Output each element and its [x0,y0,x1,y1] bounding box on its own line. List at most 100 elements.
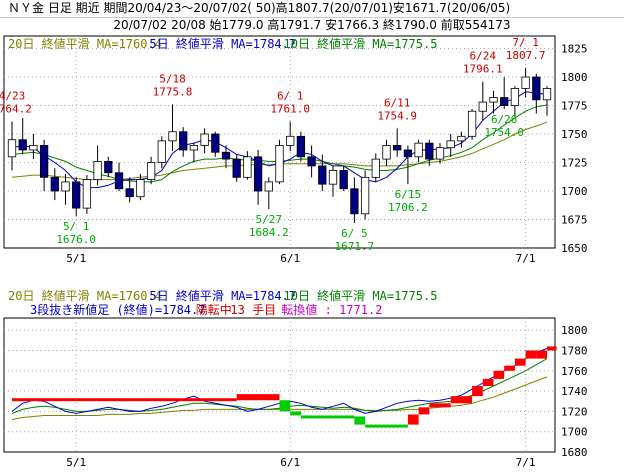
tlb-info-1: 3段抜き新値足 (終値)=1784.7 [30,302,205,317]
annotation-date-10: 6/26 [491,113,518,126]
annotation-date-7: 6/11 [384,96,411,109]
candle-body-43 [457,135,466,142]
candle-body-1 [7,139,17,158]
candle-body-49 [521,76,530,89]
candle-body-45 [478,101,487,112]
legend-bottom-3: 10日 終値平滑 MA=1775.5 [284,288,438,303]
candle-body-29 [307,156,316,167]
price-plot-frame [3,35,556,249]
tlb-brick-4 [290,411,301,416]
candle-body-3 [29,145,38,151]
candle-body-41 [435,147,445,160]
annotation-date-1: 4/23 [0,89,25,102]
price-x-tick-2: 6/1 [280,252,300,265]
price-x-tick-3: 7/1 [516,252,536,265]
annotation-value-1: 1764.2 [0,102,32,115]
candle-body-7 [72,181,81,209]
tlb-y-tick-1740: 1740 [561,385,588,398]
candle-body-12 [125,188,134,198]
tlb-brick-10 [429,403,451,408]
candle-body-38 [403,149,413,158]
tlb-y-tick-1760: 1760 [561,365,588,378]
candle-body-44 [467,110,477,137]
candle-body-33 [350,188,359,215]
annotation-value-11: 1807.7 [506,49,546,62]
annotation-date-4: 5/27 [256,213,283,226]
candle-body-14 [146,162,156,181]
tlb-info-2: 陽転中 [196,302,232,317]
tlb-y-tick-1780: 1780 [561,344,588,357]
candle-body-18 [189,145,199,151]
candle-body-46 [489,97,498,103]
candle-body-26 [275,145,284,183]
tlb-info-4: 転換値 : 1771.2 [281,302,382,317]
annotation-value-3: 1775.8 [153,85,193,98]
tlb-brick-19 [547,346,557,351]
tlb-y-tick-1680: 1680 [561,446,588,459]
candle-body-42 [446,140,455,149]
candle-body-51 [542,88,552,101]
tlb-brick-6 [354,416,366,425]
candle-body-30 [318,165,327,185]
candle-body-10 [104,160,113,174]
price-y-tick-1750: 1750 [561,128,588,141]
price-y-tick-1800: 1800 [561,71,588,84]
tlb-brick-2 [236,394,280,401]
annotation-date-3: 5/18 [159,72,186,85]
candle-body-11 [114,172,124,190]
candle-body-37 [393,145,402,151]
candle-body-25 [264,181,273,192]
candle-body-8 [82,179,92,209]
price-y-tick-1725: 1725 [561,157,588,170]
candle-body-50 [532,76,541,101]
tlb-brick-12 [472,386,483,397]
tlb-brick-16 [514,358,526,366]
candle-body-15 [157,140,166,163]
price-y-tick-1700: 1700 [561,185,588,198]
tlb-brick-14 [493,370,505,379]
annotation-value-2: 1676.0 [56,233,96,246]
annotation-value-8: 1706.2 [388,201,428,214]
candle-body-17 [179,131,188,151]
tlb-x-tick-1: 5/1 [66,456,86,469]
candle-body-4 [39,145,49,178]
candle-body-9 [93,160,102,181]
legend-bottom-1: 20日 終値平滑 MA=1760.4 [8,288,162,303]
tlb-brick-7 [365,424,408,428]
tlb-info-3: 13 手目 [230,303,276,317]
tlb-y-tick-1700: 1700 [561,426,588,439]
tlb-brick-13 [482,378,494,387]
candle-body-48 [510,88,520,106]
annotation-value-6: 1671.7 [335,240,375,253]
candle-body-2 [18,139,27,151]
candle-body-39 [414,142,423,158]
tlb-plot-frame [3,317,556,453]
candle-body-36 [382,145,391,160]
annotation-date-6: 6/ 5 [341,227,368,240]
annotation-value-9: 1796.1 [463,63,503,76]
tlb-y-tick-1800: 1800 [561,324,588,337]
candle-body-20 [211,133,220,153]
tlb-brick-17 [525,350,537,359]
annotation-value-4: 1684.2 [249,226,289,239]
ohlc-summary: 20/07/02 20/08 始1779.0 高1791.7 安1766.3 終… [113,18,511,32]
candle-body-5 [50,176,59,192]
annotation-date-5: 6/ 1 [277,89,304,102]
price-x-tick-1: 5/1 [66,252,86,265]
tlb-brick-15 [504,365,515,371]
candle-body-19 [200,133,209,146]
tlb-brick-5 [300,415,355,419]
candle-body-31 [328,170,338,185]
legend-top-3: 10日 終値平滑 MA=1775.5 [284,36,438,51]
tlb-brick-3 [279,400,291,412]
price-y-tick-1675: 1675 [561,214,588,227]
tlb-brick-11 [450,396,473,404]
tlb-x-tick-3: 7/1 [516,456,536,469]
candle-body-22 [232,158,241,178]
candle-body-16 [168,131,177,142]
candle-body-27 [286,135,295,146]
candle-body-47 [500,97,509,106]
candle-body-21 [221,151,231,160]
legend-top-2: 5日 終値平滑 MA=1784.7 [149,36,296,51]
